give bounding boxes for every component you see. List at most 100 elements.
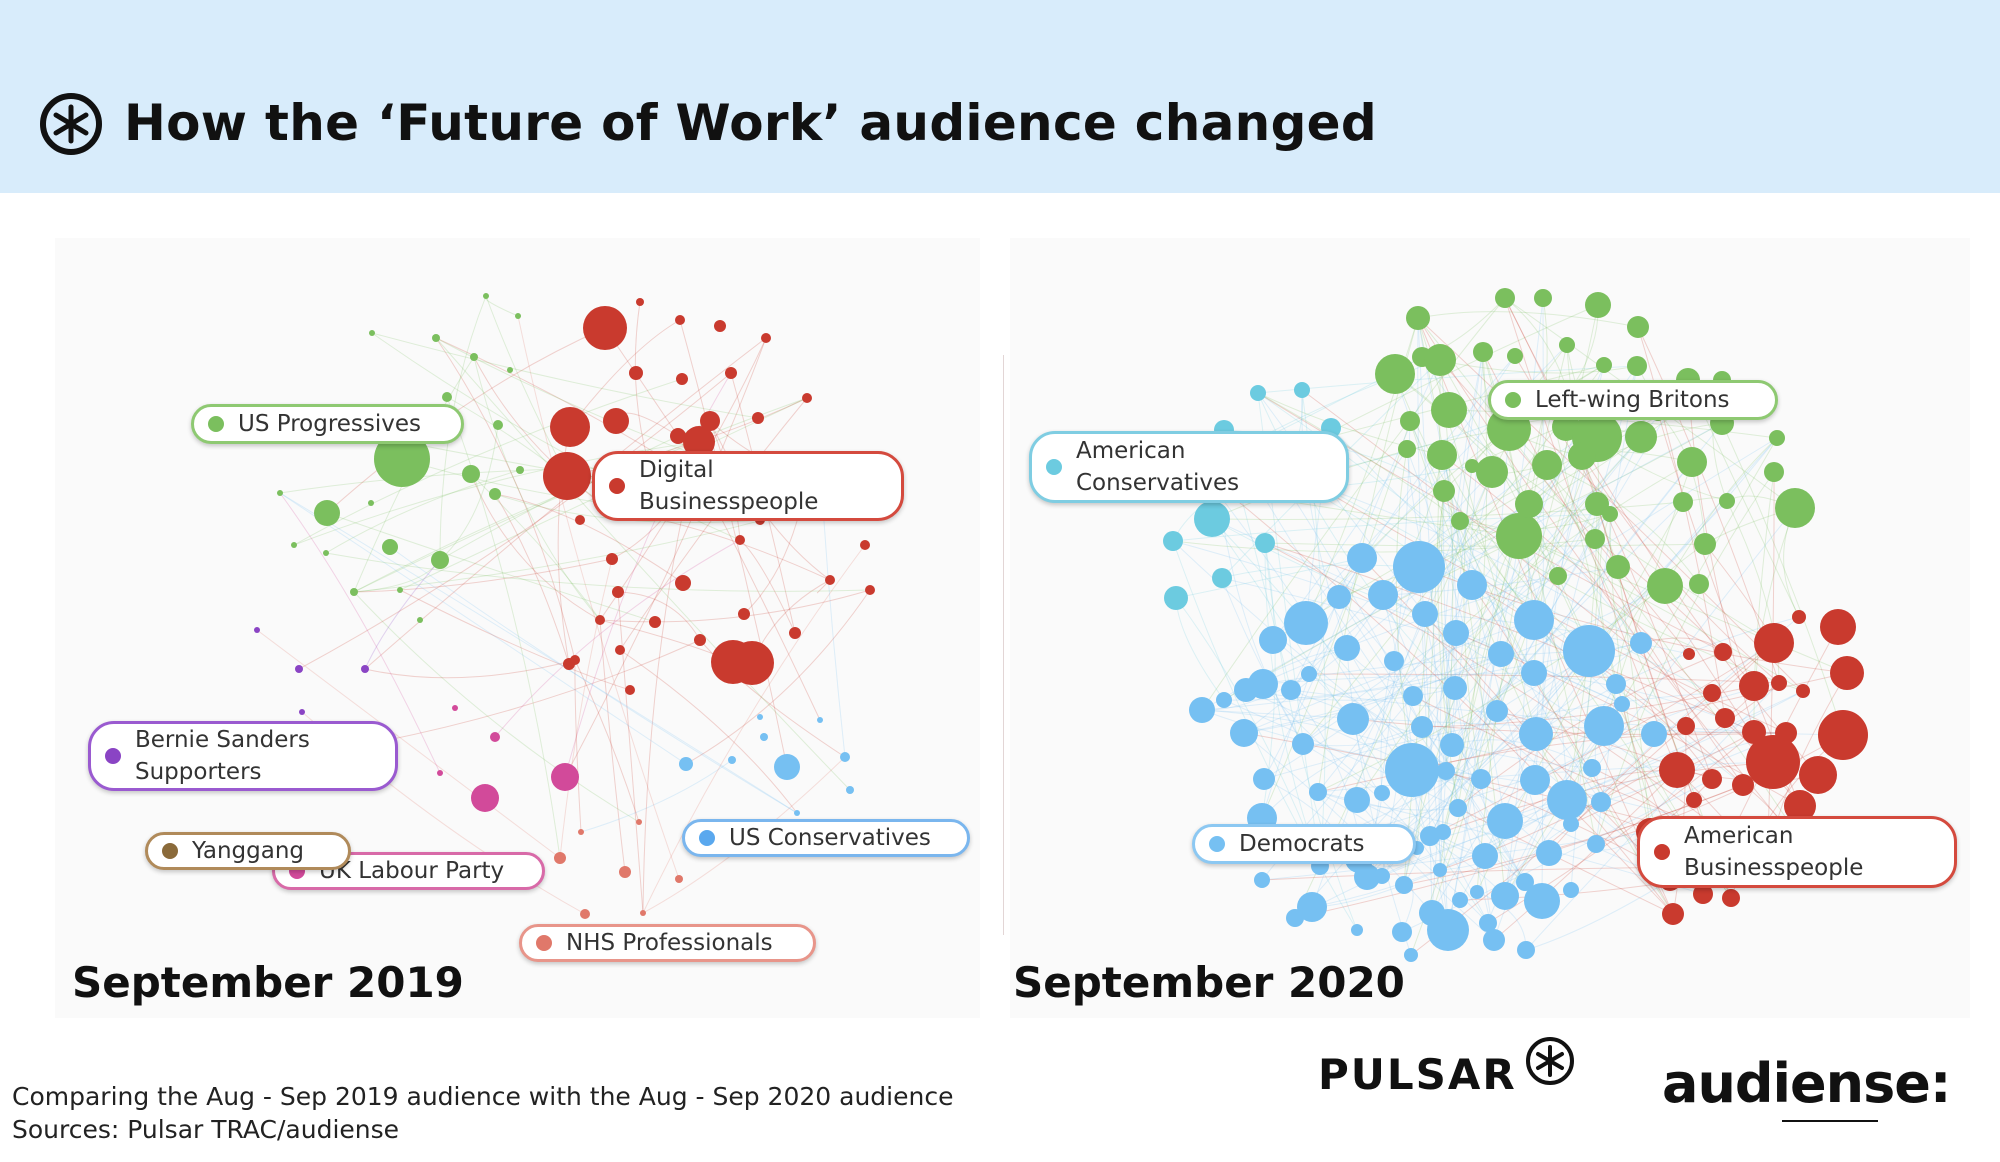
label-left-wing-britons[interactable]: Left-wing Britons	[1488, 380, 1778, 420]
network-edge	[326, 512, 656, 623]
network-node-green	[1769, 430, 1785, 446]
network-edge	[1264, 542, 1706, 547]
network-edge	[1439, 359, 1690, 655]
asterisk-circle-icon	[40, 93, 102, 155]
network-edge	[279, 492, 798, 814]
label-nhs-professionals[interactable]: NHS Professionals	[519, 924, 816, 962]
network-edge	[1445, 351, 1484, 772]
network-edge	[1518, 535, 1848, 674]
network-node-red	[606, 553, 618, 565]
legend-dot	[536, 935, 552, 951]
network-edge	[1726, 500, 1780, 684]
network-edge	[1308, 673, 1780, 684]
label-us-conservatives[interactable]: US Conservatives	[682, 819, 970, 857]
network-node-pink	[437, 770, 443, 776]
network-node-blue	[1420, 826, 1440, 846]
network-node-blue	[1521, 660, 1547, 686]
network-edge	[1199, 469, 1674, 915]
network-edge	[1463, 465, 1482, 780]
network-node-blue	[1488, 641, 1514, 667]
network-node-red	[752, 412, 764, 424]
label-democrats[interactable]: Democrats	[1192, 824, 1416, 864]
network-edge	[364, 659, 576, 679]
network-node-green	[417, 617, 423, 623]
network-node-green	[1568, 442, 1596, 470]
network-node-blue	[1301, 666, 1317, 682]
network-edge	[1504, 297, 1678, 771]
network-node-blue	[1443, 620, 1469, 646]
network-node-green	[1596, 357, 1612, 373]
network-node-salmon	[578, 829, 584, 835]
network-node-teal	[1163, 531, 1183, 551]
header-banner: How the ‘Future of Work’ audience change…	[0, 0, 2000, 193]
network-node-blue	[1344, 787, 1370, 813]
network-node-blue	[1517, 941, 1535, 959]
network-node-red	[629, 366, 643, 380]
network-node-green	[1585, 529, 1605, 549]
label-digital-businesspeople[interactable]: Digital Businesspeople	[592, 451, 904, 521]
network-edge	[1223, 699, 1459, 809]
network-edge	[1243, 585, 1666, 734]
network-node-green	[1507, 348, 1523, 364]
network-node-blue	[1520, 765, 1550, 795]
network-edge	[1504, 297, 1819, 776]
network-node-red	[1746, 735, 1800, 789]
network-edge	[1172, 540, 1623, 705]
network-node-green	[1673, 492, 1693, 512]
network-node-green	[1424, 344, 1456, 376]
network-edge	[353, 558, 613, 593]
network-node-green	[1451, 512, 1469, 530]
legend-dot	[609, 478, 625, 494]
network-edge	[1508, 428, 1619, 568]
label-us-progressives[interactable]: US Progressives	[191, 404, 464, 444]
network-node-green	[432, 334, 440, 342]
network-edge	[1504, 507, 1796, 897]
network-edge	[617, 591, 644, 914]
network-node-red	[636, 298, 644, 306]
network-edge	[619, 649, 798, 814]
network-node-red	[761, 333, 771, 343]
network-edge	[1262, 683, 1383, 794]
network-edge	[1263, 557, 1363, 780]
network-node-blue	[1286, 909, 1304, 927]
network-node-blue	[1412, 601, 1438, 627]
network-edge	[1535, 616, 1800, 735]
network-edge	[599, 619, 626, 873]
network-node-blue	[1337, 703, 1369, 735]
label-text: Democrats	[1239, 831, 1365, 857]
network-node-green	[1764, 462, 1784, 482]
label-bernie-sanders-supporters[interactable]: Bernie Sanders Supporters	[88, 721, 398, 791]
network-edge	[1382, 594, 1418, 849]
network-node-blue	[1591, 792, 1611, 812]
network-edge	[1451, 461, 1693, 746]
network-node-red	[625, 685, 635, 695]
network-node-red	[612, 586, 624, 598]
network-node-red	[1771, 675, 1787, 691]
network-node-blue	[760, 733, 768, 741]
network-edge	[1257, 392, 1443, 456]
network-edge	[1301, 389, 1348, 649]
network-edge	[1570, 731, 1755, 825]
network-node-blue	[774, 754, 800, 780]
network-node-teal	[1164, 586, 1188, 610]
network-node-red	[1693, 884, 1713, 904]
label-american-businesspeople[interactable]: American Businesspeople	[1637, 816, 1957, 888]
network-node-green	[1689, 574, 1709, 594]
network-edge	[642, 544, 866, 914]
network-node-blue	[1297, 892, 1327, 922]
label-yanggang[interactable]: Yanggang	[145, 832, 351, 870]
network-edge	[1525, 879, 1671, 951]
network-edge	[1476, 344, 1568, 893]
network-edge	[1245, 689, 1671, 881]
label-uk-labour-party[interactable]: UK Labour Party	[272, 852, 545, 890]
network-node-blue	[1230, 719, 1258, 747]
network-edge	[279, 492, 441, 774]
network-edge	[1221, 577, 1502, 655]
label-text: American Businesspeople	[1684, 823, 1864, 881]
network-edge	[1417, 317, 1820, 868]
network-edge	[1201, 422, 1723, 711]
network-edge	[1356, 799, 1506, 897]
network-node-green	[323, 550, 329, 556]
label-american-conservatives[interactable]: American Conservatives	[1029, 431, 1349, 503]
network-edge	[1221, 577, 1304, 745]
